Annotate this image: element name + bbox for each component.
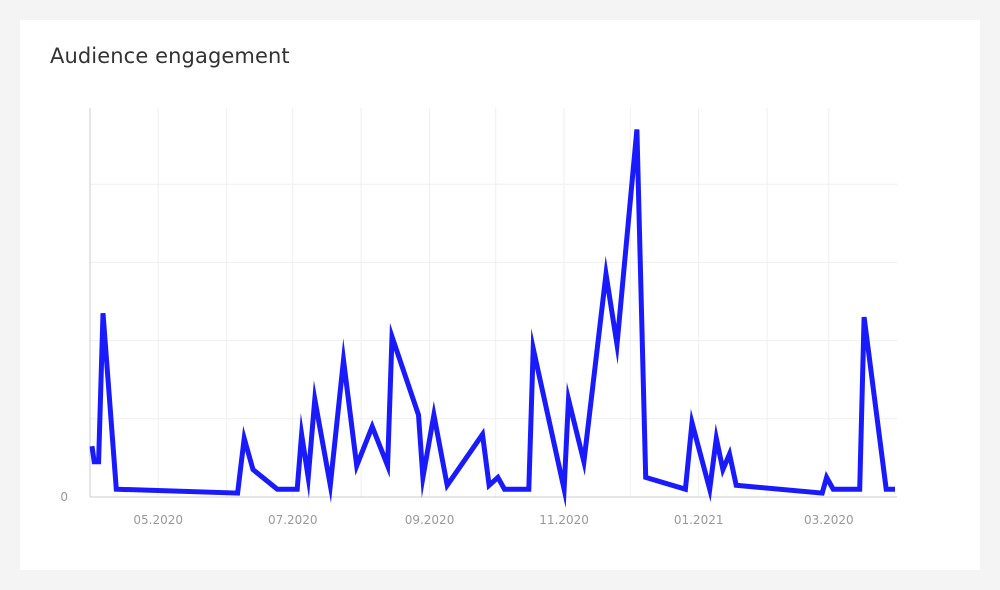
x-tick-label: 05.2020: [133, 513, 183, 527]
y-tick-labels: 0: [60, 490, 68, 504]
chart-title: Audience engagement: [50, 44, 290, 68]
x-tick-label: 07.2020: [268, 513, 318, 527]
axes: [89, 108, 897, 498]
x-tick-label: 01.2021: [674, 513, 724, 527]
x-tick-labels: 05.2020 07.2020 09.2020 11.2020 01.2021 03.20…: [133, 513, 853, 527]
y-tick-label: 0: [60, 490, 68, 504]
series-line: [89, 129, 895, 509]
series-group: [89, 129, 895, 509]
x-tick-label: 03.2020: [804, 513, 854, 527]
x-tick-label: 11.2020: [539, 513, 589, 527]
x-tick-label: 09.2020: [405, 513, 455, 527]
grid-lines: [90, 108, 897, 497]
